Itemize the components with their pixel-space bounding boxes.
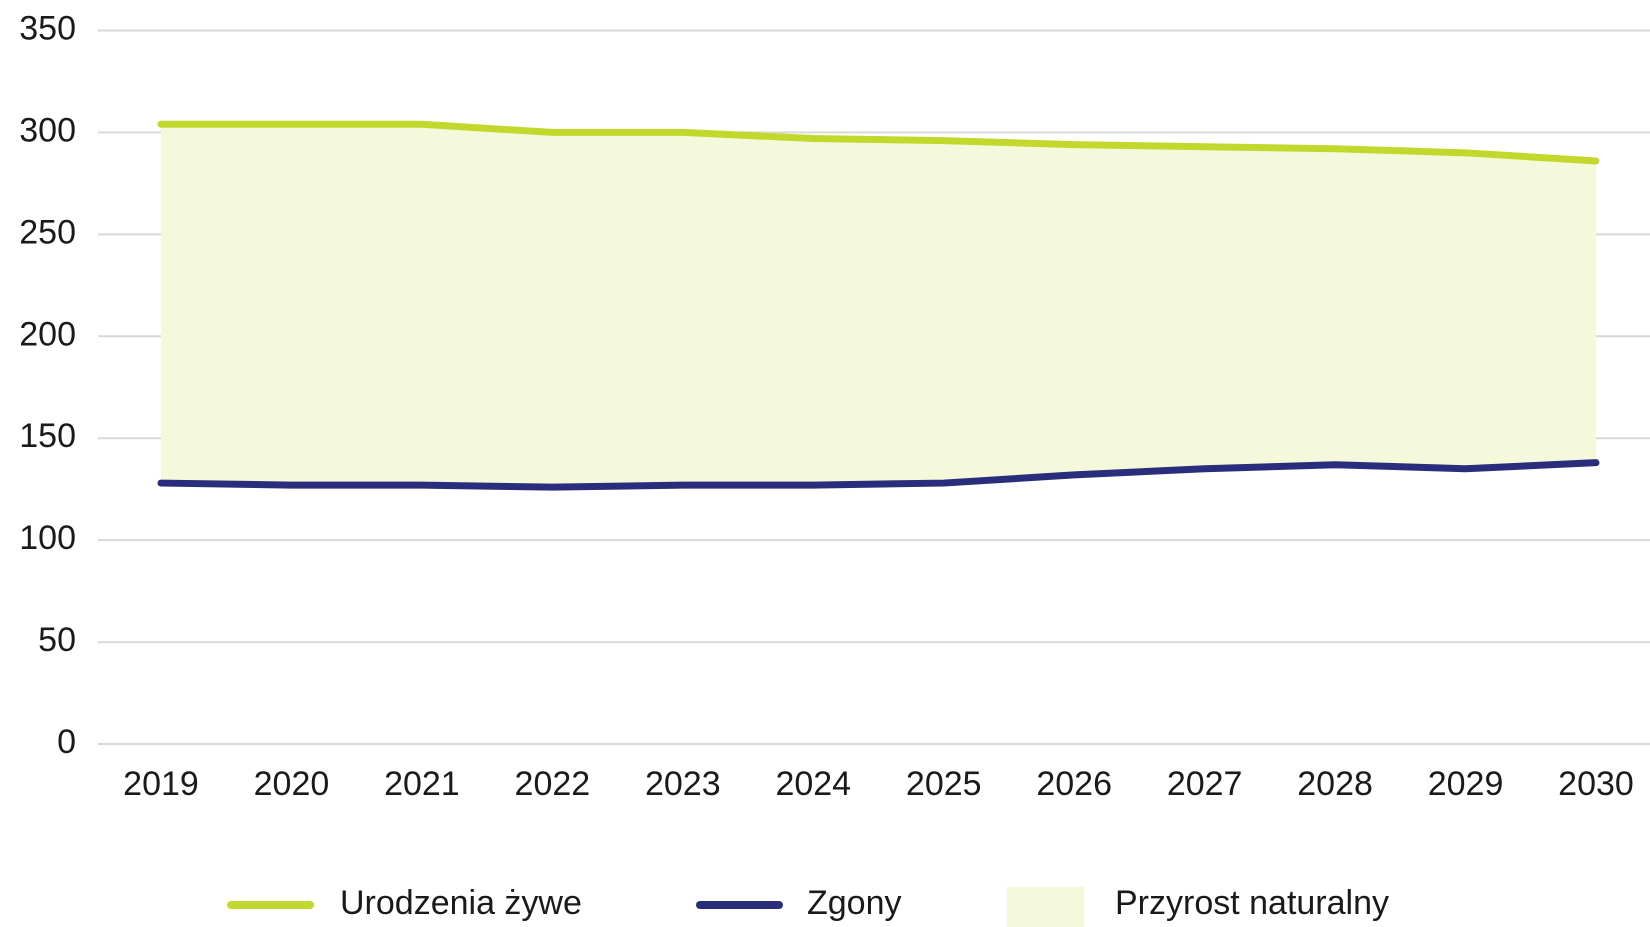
area-fill xyxy=(161,124,1596,488)
x-tick-label: 2025 xyxy=(906,765,982,803)
y-tick-label: 200 xyxy=(19,315,76,353)
y-tick-label: 300 xyxy=(19,111,76,149)
x-tick-label: 2022 xyxy=(515,765,591,803)
x-tick-label: 2020 xyxy=(254,765,330,803)
y-tick-label: 150 xyxy=(19,417,76,455)
x-tick-label: 2030 xyxy=(1558,765,1634,803)
legend-label: Przyrost naturalny xyxy=(1115,884,1389,922)
line-series xyxy=(157,120,1600,165)
x-tick-label: 2019 xyxy=(123,765,199,803)
x-tick-label: 2026 xyxy=(1036,765,1112,803)
line-series xyxy=(157,459,1600,491)
legend-label: Zgony xyxy=(807,884,902,922)
x-tick-label: 2021 xyxy=(384,765,460,803)
y-tick-label: 250 xyxy=(19,213,76,251)
y-tick-label: 100 xyxy=(19,519,76,557)
y-tick-label: 0 xyxy=(57,723,76,761)
x-tick-label: 2028 xyxy=(1297,765,1373,803)
y-tick-label: 350 xyxy=(19,9,76,47)
y-tick-label: 50 xyxy=(38,621,76,659)
x-tick-label: 2024 xyxy=(775,765,851,803)
x-tick-label: 2023 xyxy=(645,765,721,803)
x-tick-label: 2029 xyxy=(1428,765,1504,803)
legend-swatch xyxy=(1007,887,1084,927)
x-tick-label: 2027 xyxy=(1167,765,1243,803)
legend-label: Urodzenia żywe xyxy=(340,884,582,922)
